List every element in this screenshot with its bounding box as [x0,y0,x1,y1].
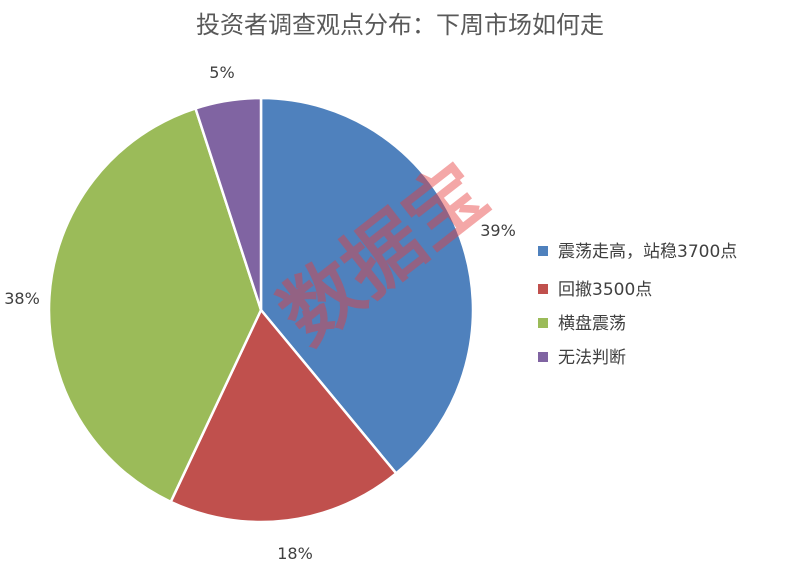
legend-item: 横盘震荡 [538,314,626,334]
pie-slice-3 [47,106,263,504]
legend-label: 震荡走高，站稳3700点 [558,242,737,262]
legend-item: 震荡走高，站稳3700点 [538,242,737,262]
chart-title: 投资者调查观点分布：下周市场如何走 [196,11,604,39]
pie-slice-4 [193,96,263,311]
legend-label: 无法判断 [558,348,626,368]
data-label: 39% [480,221,516,240]
data-label: 38% [4,289,40,308]
legend-item: 回撤3500点 [538,280,652,300]
legend-swatch [538,352,548,362]
pie-slice-2 [169,307,398,524]
legend-swatch [538,318,548,328]
data-label: 5% [209,63,234,82]
legend-label: 回撤3500点 [558,280,652,300]
pie-slice-1 [259,96,475,476]
legend-swatch [538,284,548,294]
data-label: 18% [277,544,313,563]
legend-item: 无法判断 [538,348,626,368]
legend-swatch [538,246,548,256]
legend-label: 横盘震荡 [558,314,626,334]
